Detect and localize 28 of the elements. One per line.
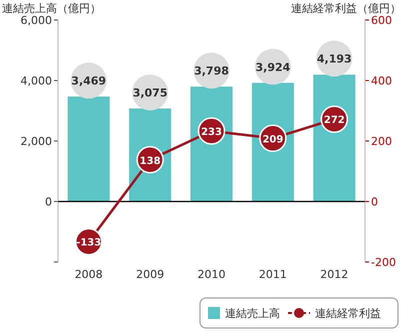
- data-label: 4,193: [316, 52, 352, 66]
- legend-label: 連結経常利益: [315, 307, 381, 320]
- x-tick-label: 2009: [136, 268, 164, 281]
- data-label: 3,924: [256, 60, 291, 74]
- x-tick-label: 2012: [320, 268, 348, 281]
- y2-tick-label: 200: [371, 135, 392, 148]
- y-axis-title: 連結売上高（億円）: [2, 2, 101, 15]
- data-label: 233: [201, 127, 222, 138]
- y-tick-label: 6,000: [20, 14, 52, 27]
- y-tick-label: 4,000: [20, 74, 52, 88]
- legend-label: 連結売上高: [225, 307, 280, 320]
- data-label: 3,469: [71, 74, 106, 88]
- y2-tick-label: -200: [371, 256, 396, 269]
- data-label: 138: [140, 156, 161, 167]
- y2-tick-label: 400: [371, 74, 392, 88]
- y-tick-label: 2,000: [20, 135, 52, 148]
- data-label: 209: [262, 134, 284, 146]
- x-tick-label: 2010: [198, 268, 226, 281]
- y2-tick-label: 600: [371, 14, 392, 27]
- data-label: 3,798: [194, 64, 229, 78]
- y-tick-label: 0: [45, 196, 52, 208]
- y2-tick-label: 0: [371, 196, 378, 208]
- data-label: -133: [76, 238, 102, 249]
- x-tick-label: 2008: [74, 268, 103, 281]
- data-label: 272: [324, 115, 345, 126]
- x-tick-label: 2011: [258, 268, 287, 281]
- data-label: 3,075: [132, 86, 168, 100]
- y2-axis-title: 連結経常利益（億円）: [291, 2, 401, 15]
